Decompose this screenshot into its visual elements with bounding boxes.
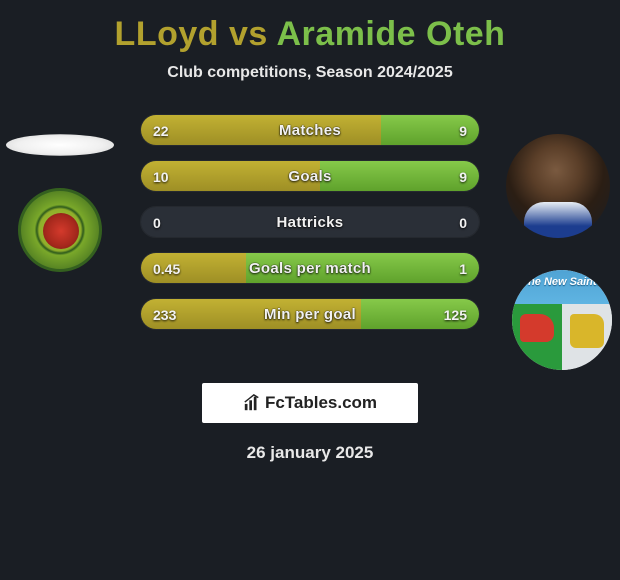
subtitle: Club competitions, Season 2024/2025 (0, 64, 620, 82)
player1-club-crest (18, 188, 102, 272)
player2-name: Aramide Oteh (277, 15, 506, 53)
bar-chart-icon (243, 394, 261, 412)
player1-name: LLoyd (115, 15, 219, 53)
stat-row: 229Matches (140, 114, 480, 146)
stat-label: Hattricks (141, 207, 479, 237)
stat-row: 00Hattricks (140, 206, 480, 238)
comparison-title: LLoyd vs Aramide Oteh (0, 15, 620, 54)
player1-avatar (6, 134, 114, 156)
brand-box: FcTables.com (202, 383, 418, 423)
player2-club-crest: The New Saints (512, 270, 612, 370)
stat-label: Goals (141, 161, 479, 191)
stat-rows: 229Matches 109Goals 00Hattricks 0.451Goals … (140, 114, 480, 344)
brand-text: FcTables.com (265, 393, 377, 413)
player2-avatar (506, 134, 610, 238)
stat-row: 233125Min per goal (140, 298, 480, 330)
stat-label: Min per goal (141, 299, 479, 329)
stat-row: 0.451Goals per match (140, 252, 480, 284)
stat-label: Goals per match (141, 253, 479, 283)
stat-label: Matches (141, 115, 479, 145)
comparison-area: The New Saints 229Matches 109Goals 00Hattr… (0, 110, 620, 365)
stat-row: 109Goals (140, 160, 480, 192)
crest-right-text: The New Saints (512, 276, 612, 288)
date-label: 26 january 2025 (0, 443, 620, 463)
vs-label: vs (229, 15, 268, 53)
